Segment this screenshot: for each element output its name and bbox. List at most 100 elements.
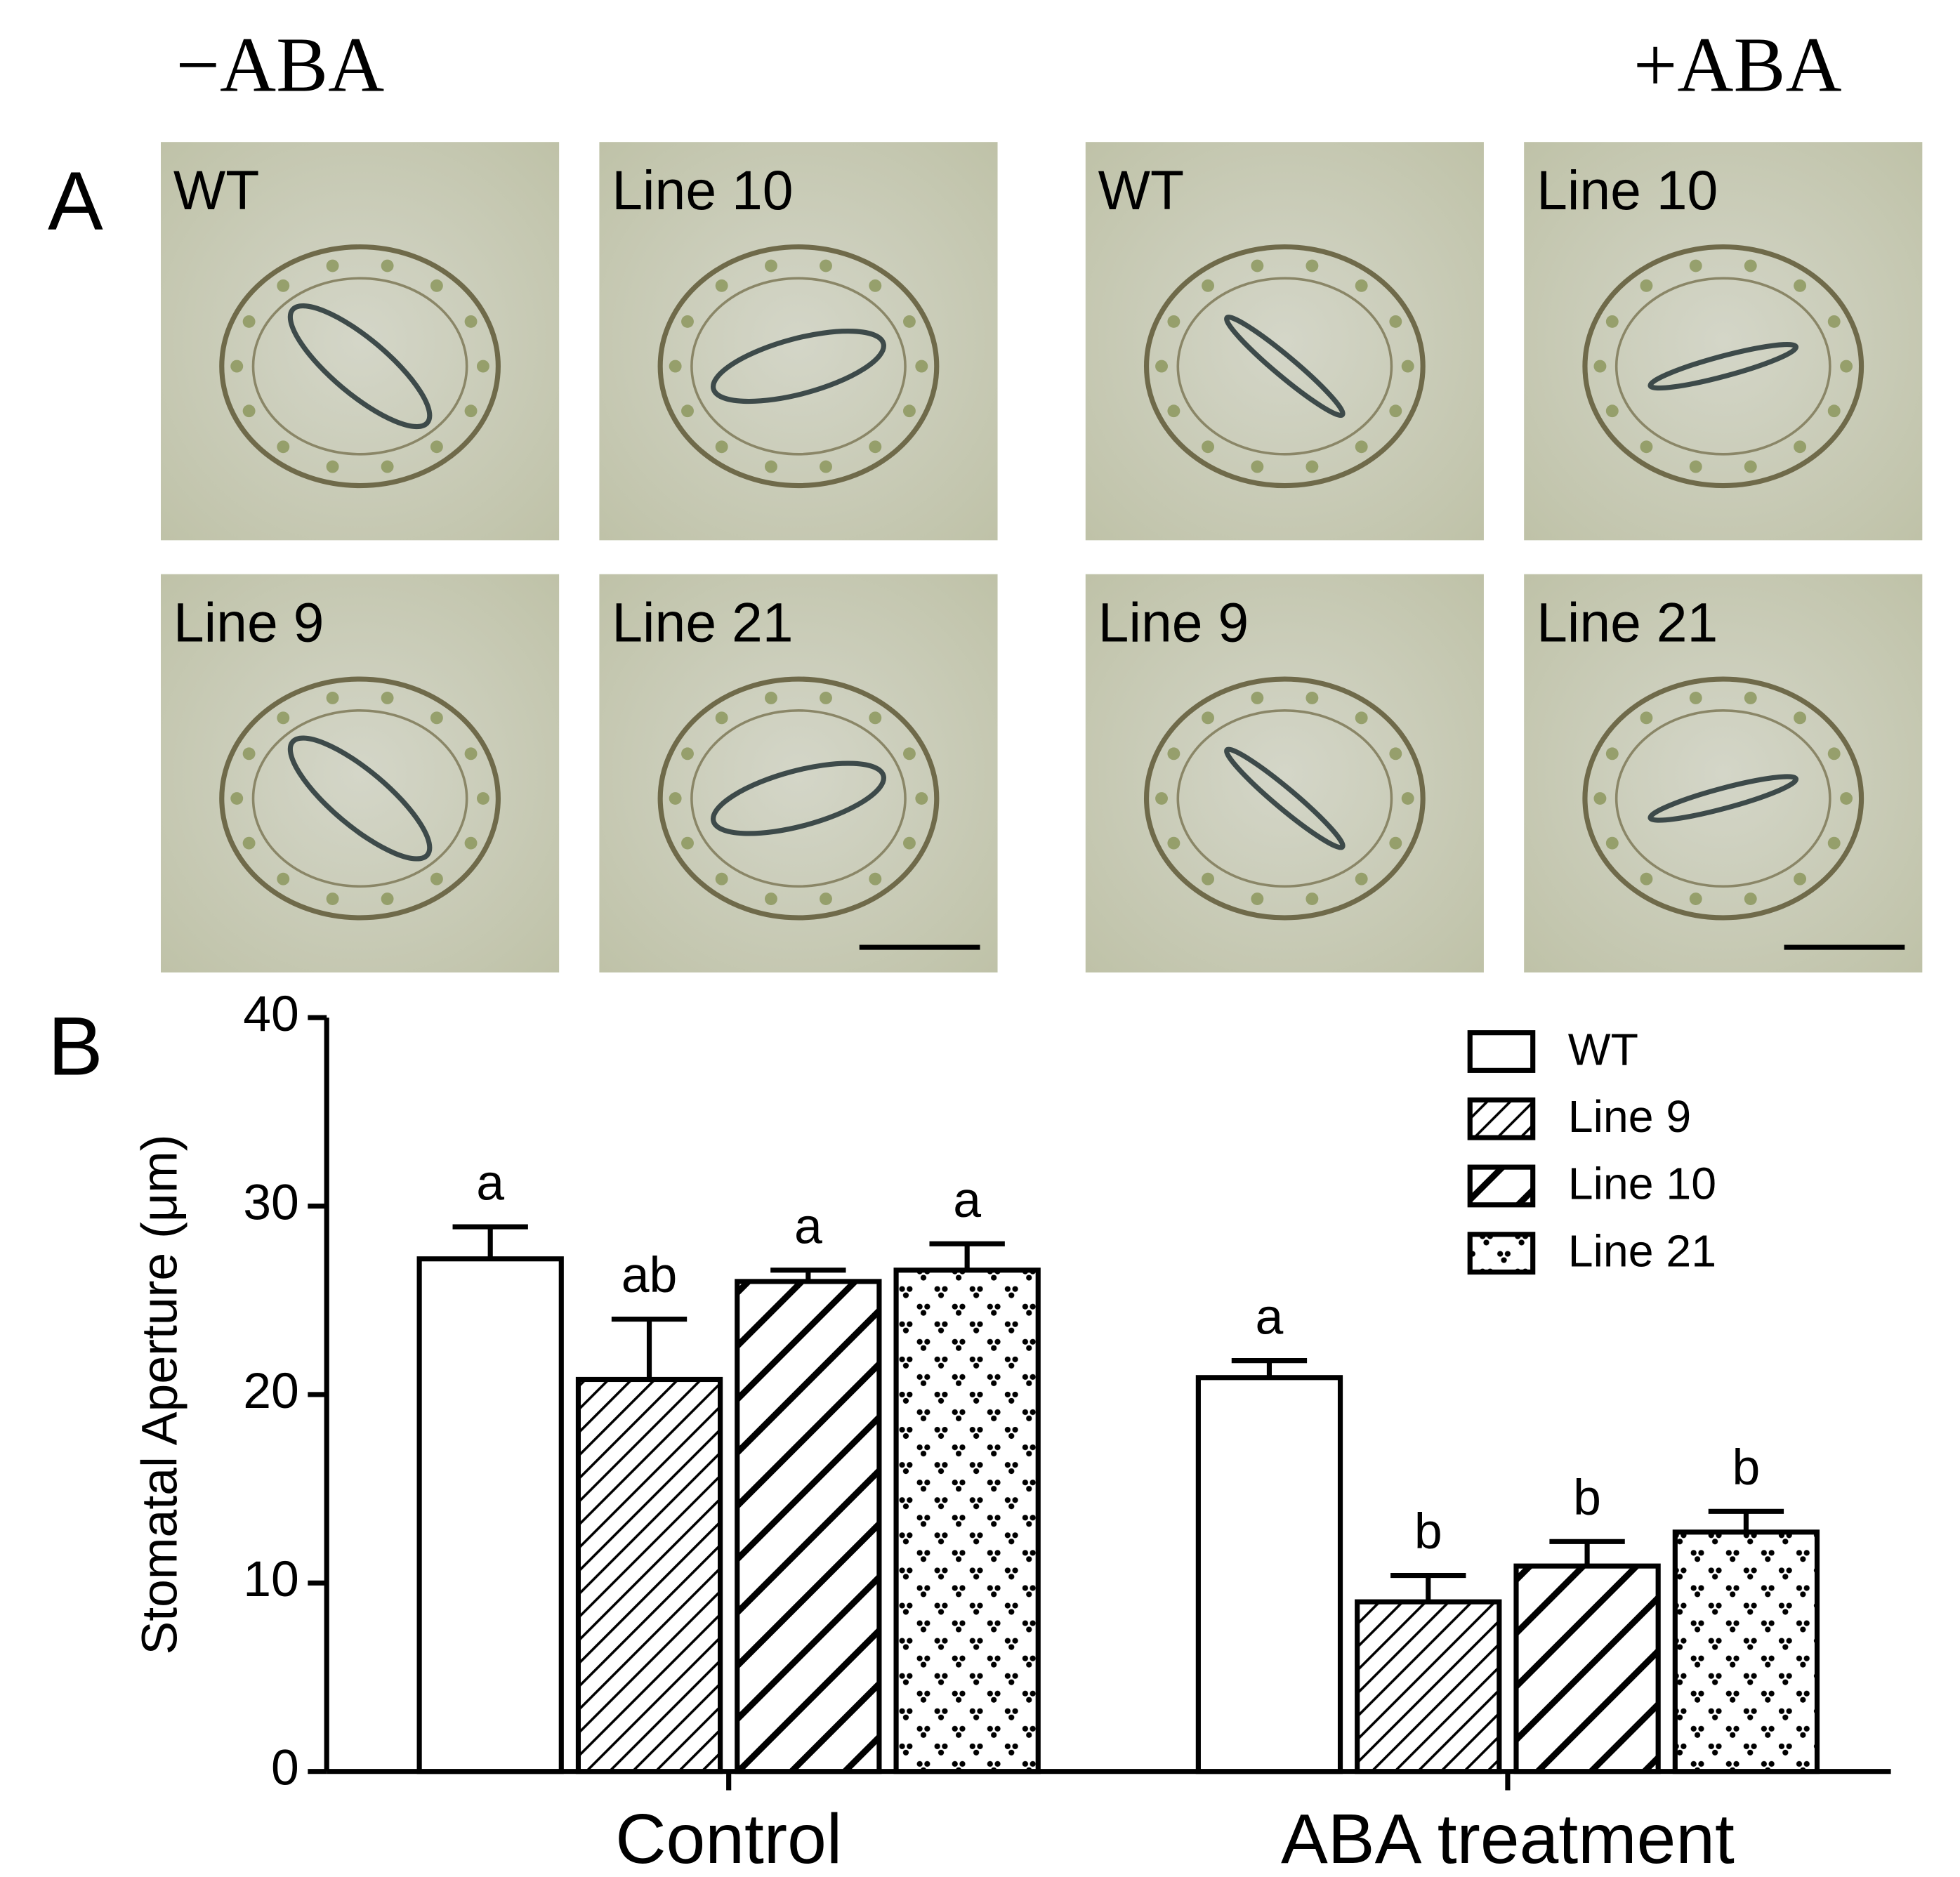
chloroplast: [1251, 692, 1264, 704]
chloroplast: [277, 711, 290, 725]
chloroplast: [715, 872, 728, 885]
stomatal-pore: [1647, 341, 1799, 391]
chloroplast: [681, 404, 694, 418]
chloroplast: [242, 836, 256, 850]
chloroplast: [1251, 460, 1264, 473]
chloroplast: [430, 711, 443, 725]
chloroplast: [1794, 440, 1807, 454]
guard-cell-outline: [1582, 244, 1864, 489]
significance-label: ab: [621, 1247, 678, 1303]
chloroplast: [915, 792, 928, 805]
guard-cell-inner: [1614, 709, 1831, 888]
chloroplast: [1389, 836, 1402, 850]
chloroplast: [1593, 792, 1607, 805]
chloroplast: [715, 279, 728, 292]
chloroplast: [1305, 460, 1319, 473]
chloroplast: [1689, 692, 1702, 704]
guard-cell-inner: [690, 277, 907, 456]
chloroplast: [326, 460, 339, 473]
chloroplast: [476, 360, 489, 373]
bar: [1195, 1375, 1343, 1774]
chloroplast: [242, 404, 256, 418]
guard-cell-outline: [1582, 676, 1864, 921]
bar: [893, 1267, 1041, 1774]
chloroplast: [820, 893, 832, 905]
chloroplast: [902, 404, 916, 418]
chloroplast: [1167, 315, 1180, 328]
chloroplast: [820, 259, 832, 272]
chloroplast: [1640, 872, 1653, 885]
micrograph-label: Line 21: [612, 592, 793, 654]
guard-cell-outline: [219, 676, 501, 921]
guard-cell-inner: [690, 709, 907, 888]
y-tick-label: 20: [243, 1363, 299, 1419]
chloroplast: [1305, 692, 1319, 704]
chloroplast: [1640, 711, 1653, 725]
panel-label: A: [48, 154, 103, 247]
micrograph-label: Line 9: [1098, 592, 1249, 654]
legend-label: Line 21: [1568, 1225, 1716, 1276]
legend-swatch: [1467, 1097, 1536, 1140]
guard-cell-inner: [251, 277, 468, 456]
significance-label: b: [1414, 1503, 1442, 1560]
chloroplast: [1202, 872, 1214, 885]
y-tick-label: 10: [243, 1551, 299, 1607]
guard-cell-outline: [219, 244, 501, 489]
chloroplast: [277, 872, 290, 885]
chloroplast: [869, 440, 882, 454]
micrograph: WT: [1085, 142, 1484, 541]
condition-title: +ABA: [1633, 21, 1842, 107]
significance-label: a: [953, 1172, 981, 1228]
chloroplast: [765, 259, 777, 272]
chloroplast: [1689, 259, 1702, 272]
chloroplast: [1389, 747, 1402, 760]
y-tick-label: 40: [243, 986, 299, 1042]
chloroplast: [230, 792, 244, 805]
chloroplast: [381, 460, 394, 473]
chloroplast: [326, 893, 339, 905]
chloroplast: [242, 747, 256, 760]
chloroplast: [1355, 711, 1368, 725]
chloroplast: [915, 360, 928, 373]
micrograph-label: WT: [1098, 159, 1184, 221]
chloroplast: [230, 360, 244, 373]
chloroplast: [669, 792, 682, 805]
legend-label: Line 10: [1568, 1159, 1716, 1209]
chloroplast: [326, 692, 339, 704]
chloroplast: [1355, 440, 1368, 454]
significance-label: b: [1732, 1440, 1761, 1496]
chloroplast: [464, 747, 478, 760]
x-tick-label: Control: [615, 1800, 842, 1877]
guard-cell-outline: [657, 244, 940, 489]
micrograph: Line 9: [1085, 574, 1484, 973]
significance-label: a: [1256, 1289, 1284, 1345]
chloroplast: [1305, 259, 1319, 272]
chloroplast: [765, 692, 777, 704]
micrograph-label: Line 10: [612, 159, 793, 221]
chloroplast: [1827, 836, 1841, 850]
micrograph-label: WT: [173, 159, 259, 221]
chloroplast: [1202, 440, 1214, 454]
micrograph: Line 21: [1524, 574, 1923, 973]
chloroplast: [430, 279, 443, 292]
guard-cell-inner: [251, 709, 468, 888]
micrograph: WT: [161, 142, 560, 541]
guard-cell-inner: [1614, 277, 1831, 456]
chloroplast: [869, 711, 882, 725]
chloroplast: [1167, 836, 1180, 850]
chloroplast: [1355, 279, 1368, 292]
chloroplast: [1689, 460, 1702, 473]
chloroplast: [381, 893, 394, 905]
chloroplast: [1155, 360, 1168, 373]
chloroplast: [1605, 836, 1619, 850]
chloroplast: [1251, 259, 1264, 272]
chloroplast: [1840, 792, 1853, 805]
chloroplast: [326, 259, 339, 272]
chloroplast: [1640, 440, 1653, 454]
chloroplast: [476, 792, 489, 805]
condition-title: −ABA: [176, 21, 384, 107]
chloroplast: [1305, 893, 1319, 905]
chloroplast: [1827, 404, 1841, 418]
chloroplast: [681, 315, 694, 328]
